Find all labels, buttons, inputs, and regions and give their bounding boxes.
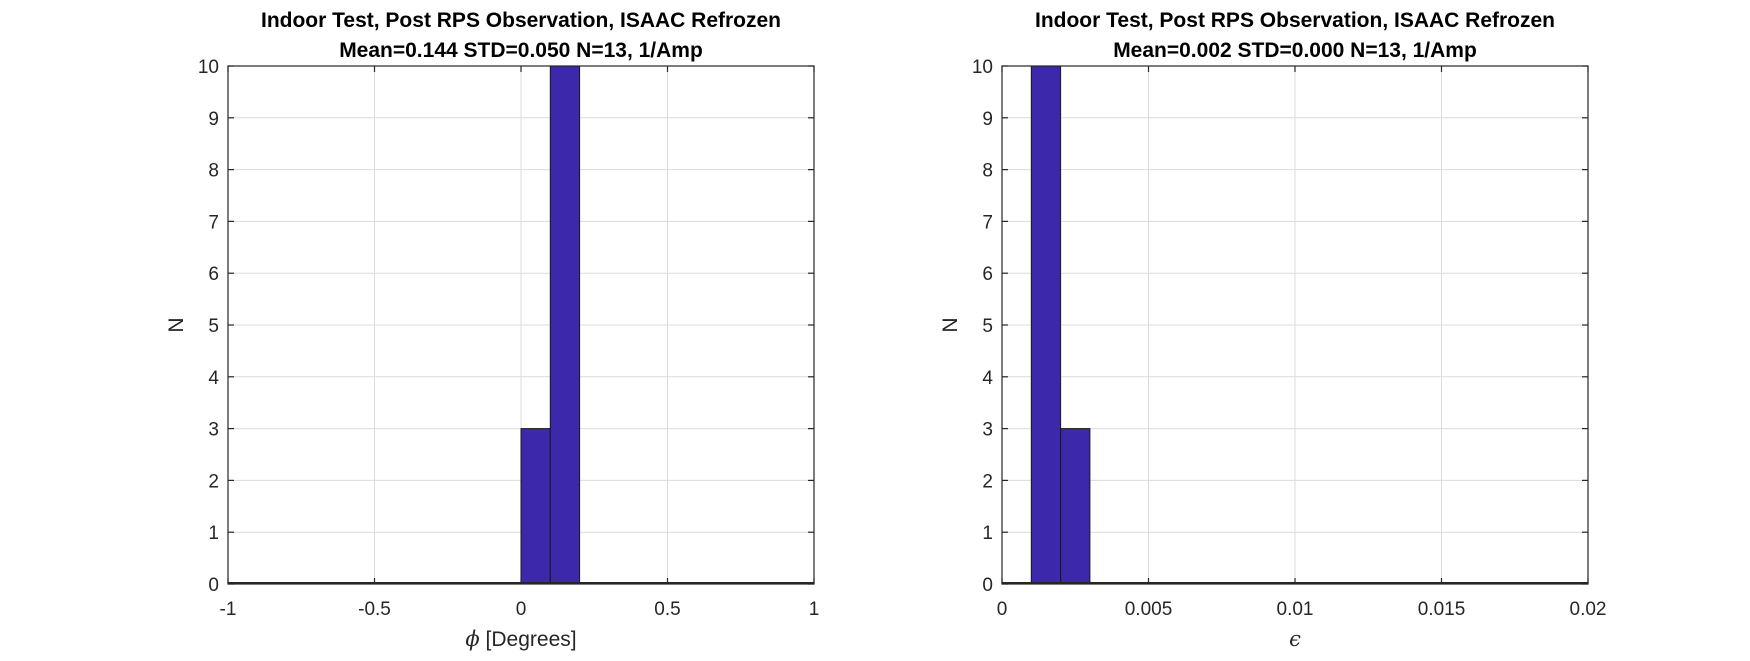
histogram-bar-1 (520, 428, 551, 585)
histogram-bar-1 (1030, 65, 1062, 585)
chart-title-line-2: Mean=0.002 STD=0.000 N=13, 1/Amp (1113, 39, 1477, 62)
y-tick-label: 4 (208, 368, 219, 389)
y-tick-label: 7 (982, 212, 993, 233)
x-axis-label: ϕ [Degrees] (465, 627, 576, 651)
y-tick-label: 9 (982, 109, 993, 130)
x-tick-label: 0.01 (1277, 599, 1314, 620)
y-tick-label: 2 (208, 471, 219, 492)
y-tick-label: 8 (208, 161, 219, 182)
x-tick-label: 0 (516, 599, 527, 620)
x-tick-label: 0.5 (654, 599, 680, 620)
x-tick-label: -1 (220, 599, 237, 620)
y-tick-label: 5 (208, 316, 219, 337)
y-axis-label: N (165, 317, 188, 332)
y-tick-label: 8 (982, 161, 993, 182)
y-tick-label: 6 (208, 264, 219, 285)
y-tick-label: 3 (208, 420, 219, 441)
y-tick-label: 10 (972, 57, 993, 78)
x-axis-symbol: ϵ (1289, 627, 1301, 651)
y-tick-label: 6 (982, 264, 993, 285)
chart-title-line-1: Indoor Test, Post RPS Observation, ISAAC… (1035, 9, 1555, 32)
y-axis-label: N (939, 317, 962, 332)
y-tick-label: 1 (982, 523, 993, 544)
x-tick-label: 1 (809, 599, 820, 620)
x-tick-label: 0.015 (1418, 599, 1466, 620)
y-tick-label: 0 (208, 575, 219, 596)
x-tick-label: -0.5 (358, 599, 391, 620)
y-tick-label: 0 (982, 575, 993, 596)
y-tick-label: 9 (208, 109, 219, 130)
y-tick-label: 3 (982, 420, 993, 441)
x-tick-label: 0.005 (1125, 599, 1173, 620)
histogram-bar-2 (1060, 428, 1091, 585)
y-tick-label: 1 (208, 523, 219, 544)
y-tick-label: 2 (982, 471, 993, 492)
x-axis-unit: [Degrees] (480, 628, 577, 651)
histogram-bar-2 (549, 65, 581, 585)
y-tick-label: 10 (198, 57, 219, 78)
y-tick-label: 7 (208, 212, 219, 233)
x-tick-label: 0.02 (1570, 599, 1607, 620)
histogram-panel-2: 0 0.005 0.01 0.015 0.02 0 1 2 3 4 5 6 7 8 9 10 Indoor Te… (939, 9, 1606, 651)
y-tick-label: 5 (982, 316, 993, 337)
x-axis-label: ϵ (1289, 627, 1301, 651)
x-axis-symbol: ϕ (465, 627, 479, 651)
chart-title-line-2: Mean=0.144 STD=0.050 N=13, 1/Amp (339, 39, 703, 62)
y-tick-label: 4 (982, 368, 993, 389)
chart-title-line-1: Indoor Test, Post RPS Observation, ISAAC… (261, 9, 781, 32)
x-tick-label: 0 (997, 599, 1008, 620)
